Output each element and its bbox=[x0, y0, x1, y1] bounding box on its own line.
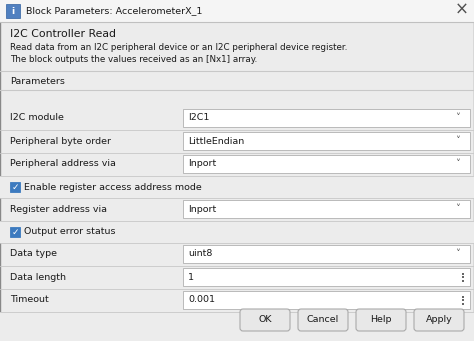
Text: ✓: ✓ bbox=[11, 182, 19, 192]
Text: Register address via: Register address via bbox=[10, 205, 107, 213]
Text: i: i bbox=[11, 6, 15, 15]
Bar bbox=[183, 132, 470, 150]
Bar bbox=[183, 109, 470, 127]
Text: Inport: Inport bbox=[188, 205, 216, 213]
Bar bbox=[462, 296, 464, 297]
Bar bbox=[462, 272, 464, 275]
Text: ˅: ˅ bbox=[456, 249, 460, 259]
Text: OK: OK bbox=[258, 315, 272, 325]
Text: LittleEndian: LittleEndian bbox=[188, 136, 244, 146]
FancyBboxPatch shape bbox=[414, 309, 464, 331]
Text: 0.001: 0.001 bbox=[188, 296, 215, 305]
Bar bbox=[183, 291, 470, 309]
Text: ×: × bbox=[455, 1, 469, 19]
Text: ˅: ˅ bbox=[456, 113, 460, 123]
Text: Block Parameters: AccelerometerX_1: Block Parameters: AccelerometerX_1 bbox=[26, 6, 202, 15]
Bar bbox=[0, 221, 474, 243]
Text: Output error status: Output error status bbox=[24, 227, 116, 237]
Text: ˅: ˅ bbox=[456, 136, 460, 146]
Text: Read data from an I2C peripheral device or an I2C peripheral device register.: Read data from an I2C peripheral device … bbox=[10, 44, 347, 53]
Text: ˅: ˅ bbox=[456, 204, 460, 214]
Text: Data type: Data type bbox=[10, 250, 57, 258]
Bar bbox=[6, 4, 20, 18]
Text: Inport: Inport bbox=[188, 160, 216, 168]
Text: 1: 1 bbox=[188, 272, 194, 282]
Text: Apply: Apply bbox=[426, 315, 452, 325]
Text: The block outputs the values received as an [Nx1] array.: The block outputs the values received as… bbox=[10, 56, 257, 64]
Bar bbox=[462, 299, 464, 301]
Text: Data length: Data length bbox=[10, 272, 66, 282]
Bar bbox=[462, 276, 464, 278]
Bar bbox=[10, 227, 20, 237]
Text: Help: Help bbox=[370, 315, 392, 325]
Text: Enable register access address mode: Enable register access address mode bbox=[24, 182, 202, 192]
Bar bbox=[183, 268, 470, 286]
Bar bbox=[0, 312, 474, 341]
Text: I2C1: I2C1 bbox=[188, 114, 210, 122]
Text: Peripheral address via: Peripheral address via bbox=[10, 160, 116, 168]
Text: Parameters: Parameters bbox=[10, 77, 65, 87]
Text: Peripheral byte order: Peripheral byte order bbox=[10, 136, 111, 146]
Bar bbox=[0, 176, 474, 198]
FancyBboxPatch shape bbox=[298, 309, 348, 331]
Text: uint8: uint8 bbox=[188, 250, 212, 258]
Text: Cancel: Cancel bbox=[307, 315, 339, 325]
FancyBboxPatch shape bbox=[240, 309, 290, 331]
Bar bbox=[0, 0, 474, 22]
Bar bbox=[462, 302, 464, 305]
Text: ✓: ✓ bbox=[11, 227, 19, 237]
Bar bbox=[183, 200, 470, 218]
Bar bbox=[183, 155, 470, 173]
Text: I2C Controller Read: I2C Controller Read bbox=[10, 29, 116, 39]
Text: ˅: ˅ bbox=[456, 159, 460, 169]
Text: I2C module: I2C module bbox=[10, 114, 64, 122]
Text: Timeout: Timeout bbox=[10, 296, 49, 305]
Bar bbox=[10, 182, 20, 192]
Bar bbox=[462, 280, 464, 282]
FancyBboxPatch shape bbox=[356, 309, 406, 331]
Bar bbox=[183, 245, 470, 263]
